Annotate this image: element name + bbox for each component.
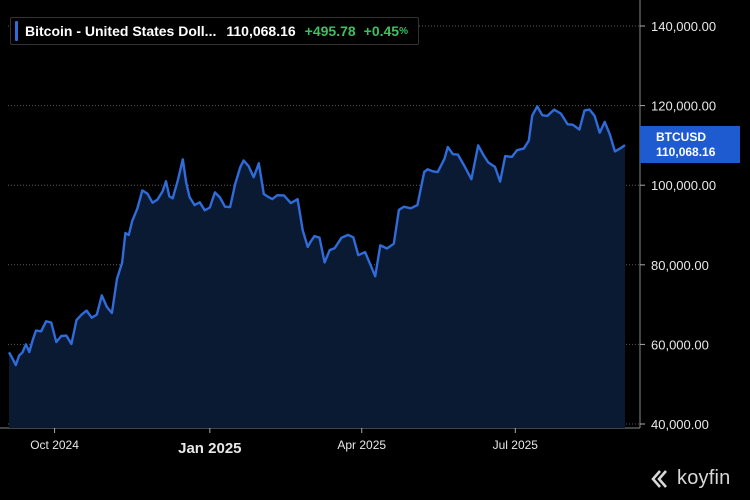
price-tag-value: 110,068.16 bbox=[656, 144, 716, 159]
x-tick-label-1: Jan 2025 bbox=[178, 440, 241, 457]
series-change: +495.78 bbox=[304, 23, 356, 39]
koyfin-logo-text: koyfin bbox=[677, 467, 731, 489]
series-last-value: 110,068.16 bbox=[226, 23, 296, 39]
price-series-line[interactable] bbox=[7, 105, 626, 367]
x-axis-ticks: Oct 2024 Jan 2025 Apr 2025 Jul 2025 bbox=[30, 428, 538, 457]
price-tag-symbol: BTCUSD bbox=[656, 129, 706, 144]
y-axis-ticks: 40,000.00 60,000.00 80,000.00 100,000.00 120… bbox=[640, 19, 716, 432]
y-tick-label-5: 140,000.00 bbox=[651, 19, 716, 34]
koyfin-logo-icon bbox=[651, 469, 667, 488]
x-tick-label-3: Jul 2025 bbox=[493, 438, 539, 452]
y-tick-label-1: 60,000.00 bbox=[651, 337, 709, 352]
y-tick-label-3: 100,000.00 bbox=[651, 178, 716, 193]
y-tick-label-4: 120,000.00 bbox=[651, 99, 716, 114]
series-color-swatch bbox=[15, 21, 18, 41]
last-price-tag: BTCUSD 110,068.16 bbox=[640, 126, 740, 163]
price-area-fill bbox=[9, 106, 625, 429]
series-legend[interactable]: Bitcoin - United States Doll... 110,068.… bbox=[10, 17, 419, 45]
koyfin-logo: koyfin bbox=[651, 467, 730, 490]
x-tick-label-2: Apr 2025 bbox=[337, 438, 386, 452]
series-name: Bitcoin - United States Doll... bbox=[25, 23, 217, 39]
y-tick-label-2: 80,000.00 bbox=[651, 258, 709, 273]
y-tick-label-0: 40,000.00 bbox=[651, 417, 709, 432]
x-tick-label-0: Oct 2024 bbox=[30, 438, 79, 452]
series-change-percent-sign: % bbox=[399, 25, 408, 37]
series-change-percent: +0.45 bbox=[363, 23, 400, 39]
